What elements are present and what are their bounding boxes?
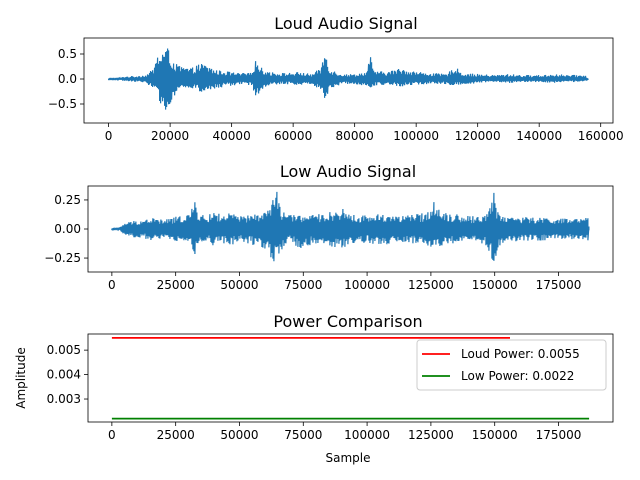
loud-signal-x-tick-label: 160000 (578, 129, 624, 143)
low-signal-x-tick-label: 25000 (157, 278, 195, 292)
low-signal-x-tick-label: 125000 (408, 278, 454, 292)
power-x-tick-label: 75000 (284, 428, 322, 442)
loud-signal-x-tick-label: 60000 (274, 129, 312, 143)
loud-signal-x-tick-label: 100000 (393, 129, 439, 143)
power-axes-frame (87, 333, 614, 423)
low-signal-panel: Low Audio Signal 0 25000 50000 75000 100000 1… (44, 162, 614, 292)
loud-signal-x-tick-label: 0 (105, 129, 113, 143)
power-y-tick-label: 0.003 (47, 392, 81, 406)
power-plot-area (111, 337, 590, 420)
low-signal-y-tick-label: 0.25 (54, 193, 81, 207)
power-y-axis-label: Amplitude (14, 347, 28, 409)
power-comparison-title: Power Comparison (273, 312, 422, 331)
power-legend: Loud Power: 0.0055 Low Power: 0.0022 (416, 339, 607, 391)
power-x-tick-label: 175000 (536, 428, 582, 442)
low-signal-plot-area (111, 191, 590, 262)
power-x-tick-label: 25000 (157, 428, 195, 442)
power-x-axis-label: Sample (326, 451, 371, 465)
power-x-tick-label: 150000 (472, 428, 518, 442)
loud-signal-y-tick-label: 0.0 (58, 72, 77, 86)
loud-signal-y-tick-label: 0.5 (58, 47, 77, 61)
loud-signal-y-tick-label: −0.5 (48, 97, 77, 111)
low-signal-x-tick-label: 150000 (472, 278, 518, 292)
low-signal-x-tick-label: 100000 (344, 278, 390, 292)
low-signal-x-tick-label: 50000 (220, 278, 258, 292)
low-signal-x-tick-label: 0 (108, 278, 116, 292)
low-signal-x-tick-label: 175000 (536, 278, 582, 292)
low-signal-title: Low Audio Signal (280, 162, 416, 181)
power-comparison-panel: Power Comparison 0 25000 50000 75000 100000 1… (14, 312, 614, 465)
low-signal-y-tick-label: −0.25 (44, 251, 81, 265)
legend-label-loud-power: Loud Power: 0.0055 (461, 347, 580, 361)
loud-signal-x-tick-label: 140000 (516, 129, 562, 143)
loud-signal-x-tick-label: 120000 (455, 129, 501, 143)
loud-signal-x-tick-label: 40000 (213, 129, 251, 143)
loud-signal-plot-area (108, 48, 589, 110)
loud-signal-panel: Loud Audio Signal 0 20000 40000 60000 80000 1… (48, 14, 624, 143)
power-x-tick-label: 100000 (344, 428, 390, 442)
loud-signal-axes-frame (83, 37, 614, 124)
low-signal-x-tick-label: 75000 (284, 278, 322, 292)
loud-signal-title: Loud Audio Signal (274, 14, 418, 33)
power-y-tick-label: 0.004 (47, 368, 81, 382)
power-x-tick-label: 50000 (220, 428, 258, 442)
loud-signal-waveform (108, 48, 589, 110)
low-signal-y-tick-label: 0.00 (54, 222, 81, 236)
power-y-tick-label: 0.005 (47, 343, 81, 357)
power-x-tick-label: 125000 (408, 428, 454, 442)
loud-signal-x-tick-label: 20000 (151, 129, 189, 143)
legend-label-low-power: Low Power: 0.0022 (461, 369, 574, 383)
loud-signal-x-tick-label: 80000 (336, 129, 374, 143)
power-x-tick-label: 0 (108, 428, 116, 442)
low-signal-waveform (111, 191, 590, 262)
legend-box (416, 339, 607, 391)
